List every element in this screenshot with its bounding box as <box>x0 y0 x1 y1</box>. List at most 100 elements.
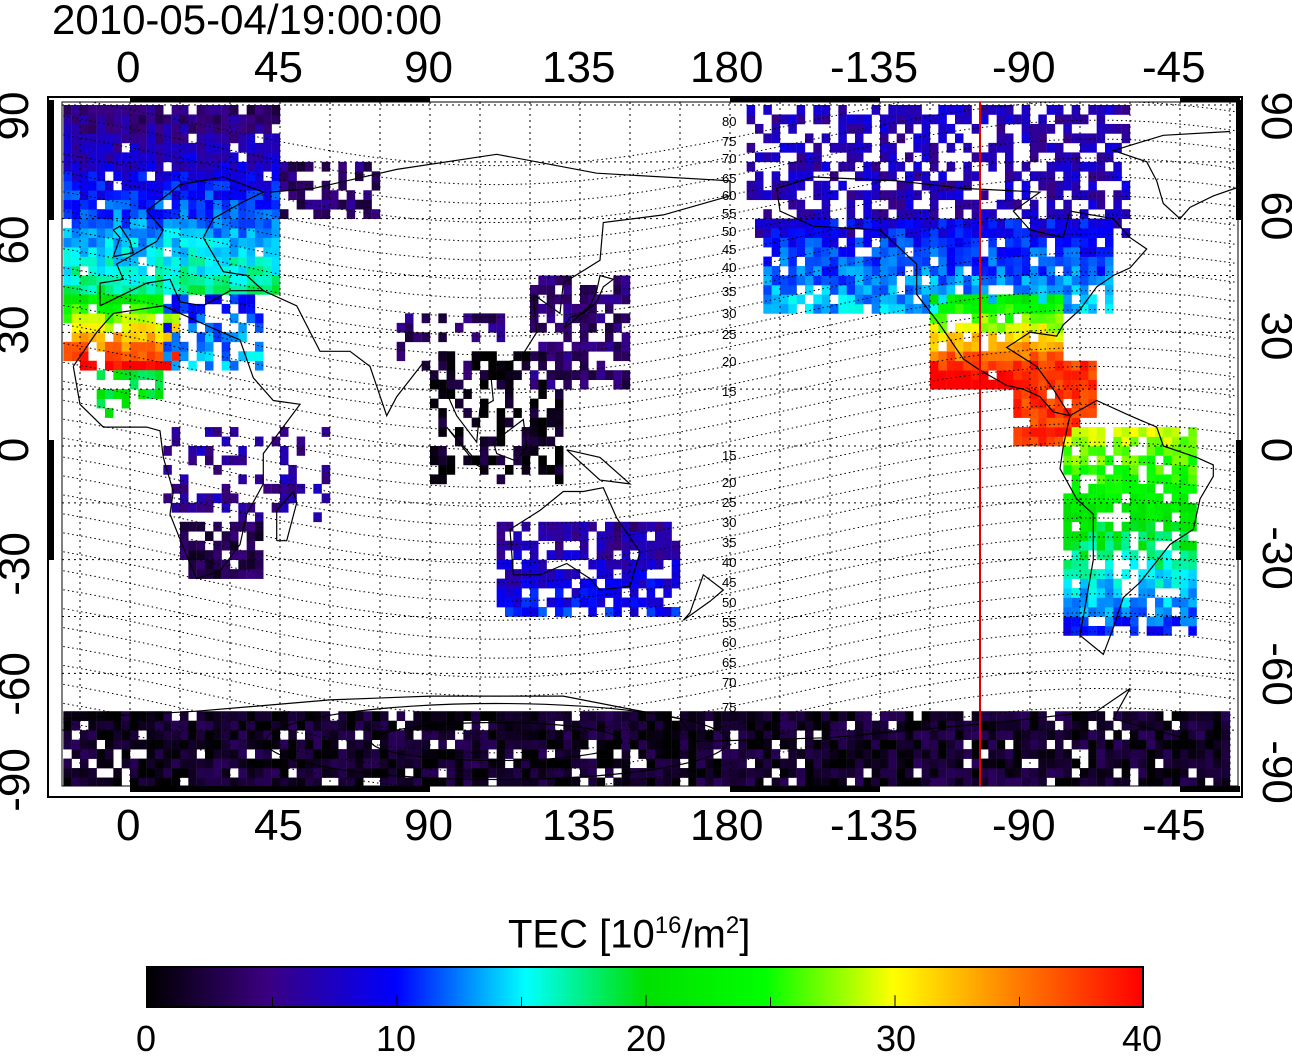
tec-cell <box>771 190 781 201</box>
tec-cell <box>988 313 997 324</box>
tec-cell <box>121 247 131 257</box>
tec-cell <box>530 313 539 324</box>
tec-cell <box>130 275 139 286</box>
tec-cell <box>596 294 606 305</box>
tec-cell <box>1088 370 1097 381</box>
tec-cell <box>1180 607 1189 617</box>
tec-cell <box>96 161 106 172</box>
tec-cell <box>105 351 114 362</box>
tec-cell <box>121 758 131 769</box>
tec-cell <box>1088 247 1097 257</box>
tec-cell <box>796 294 806 305</box>
tec-cell <box>1080 720 1089 731</box>
tec-cell <box>671 569 681 579</box>
tec-cell <box>1021 180 1031 191</box>
tec-cell <box>921 209 931 219</box>
tec-cell <box>88 777 97 786</box>
left-tick-0: 0 <box>0 418 38 482</box>
tec-cell <box>1021 313 1031 324</box>
tec-cell <box>963 161 972 172</box>
tec-cell <box>771 228 781 238</box>
tec-cell <box>1013 341 1022 352</box>
tec-cell <box>921 720 931 731</box>
tec-cell <box>130 266 139 276</box>
tec-cell <box>538 739 547 750</box>
magnetic-contour <box>63 460 1238 546</box>
tec-cell <box>763 768 772 778</box>
tec-cell <box>638 768 647 778</box>
tec-cell <box>805 228 814 238</box>
tec-cell <box>880 256 889 267</box>
tec-cell <box>1130 559 1139 570</box>
tec-cell <box>621 370 631 381</box>
tec-cell <box>913 218 922 229</box>
tec-cell <box>1021 427 1031 437</box>
contour-label: 45 <box>722 575 736 590</box>
tec-cell <box>805 275 814 286</box>
tec-cell <box>155 360 164 371</box>
tec-cell <box>530 408 539 418</box>
tec-cell <box>121 237 131 248</box>
tec-cell <box>155 749 164 759</box>
tec-cell <box>1121 711 1131 722</box>
tec-cell <box>263 161 272 172</box>
tec-cell <box>1188 521 1197 532</box>
tec-cell <box>671 730 681 740</box>
tec-cell <box>530 758 539 769</box>
tec-cell <box>288 749 297 759</box>
tec-cell <box>288 493 297 504</box>
tec-cell <box>371 758 381 769</box>
tec-cell <box>971 237 981 248</box>
tec-cell <box>605 578 614 589</box>
tec-cell <box>1021 228 1031 238</box>
tec-cell <box>946 266 956 276</box>
tec-cell <box>130 313 139 324</box>
tec-cell <box>1046 313 1056 324</box>
tec-cell <box>530 569 539 579</box>
tec-cell <box>913 266 922 276</box>
tec-cell <box>138 294 147 305</box>
tec-cell <box>1005 105 1014 115</box>
tec-cell <box>146 749 156 759</box>
tec-cell <box>513 711 522 722</box>
tec-cell <box>821 777 831 786</box>
tec-cell <box>1121 483 1131 494</box>
tec-cell <box>146 105 156 115</box>
tec-cell <box>205 730 214 740</box>
tec-cell <box>688 749 697 759</box>
tec-cell <box>1071 284 1081 295</box>
tec-cell <box>146 294 156 305</box>
tec-cell <box>405 758 414 769</box>
tec-cell <box>171 114 181 125</box>
tec-cell <box>271 502 281 513</box>
tec-cell <box>555 588 564 598</box>
tec-cell <box>796 209 806 219</box>
tec-cell <box>813 152 822 163</box>
tec-cell <box>121 332 131 343</box>
tec-cell <box>230 247 239 257</box>
tec-cell <box>1046 408 1056 418</box>
tec-cell <box>996 266 1006 276</box>
tec-cell <box>821 275 831 286</box>
tec-cell <box>238 711 247 722</box>
tec-cell <box>905 777 914 786</box>
tec-cell <box>205 199 214 210</box>
tec-cell <box>1213 730 1222 740</box>
tec-cell <box>71 123 81 134</box>
tec-cell <box>138 105 147 115</box>
tec-cell <box>1171 711 1181 722</box>
tec-cell <box>521 749 531 759</box>
tec-cell <box>1180 559 1189 570</box>
tec-cell <box>88 284 97 295</box>
tec-cell <box>605 720 614 731</box>
tec-cell <box>480 739 489 750</box>
tec-cell <box>196 559 206 570</box>
tec-cell <box>196 256 206 267</box>
tec-cell <box>1021 209 1031 219</box>
tec-cell <box>605 370 614 381</box>
tec-cell <box>263 105 272 115</box>
tec-cell <box>1096 247 1106 257</box>
tec-cell <box>713 720 722 731</box>
tec-cell <box>955 209 964 219</box>
tec-cell <box>255 256 264 267</box>
